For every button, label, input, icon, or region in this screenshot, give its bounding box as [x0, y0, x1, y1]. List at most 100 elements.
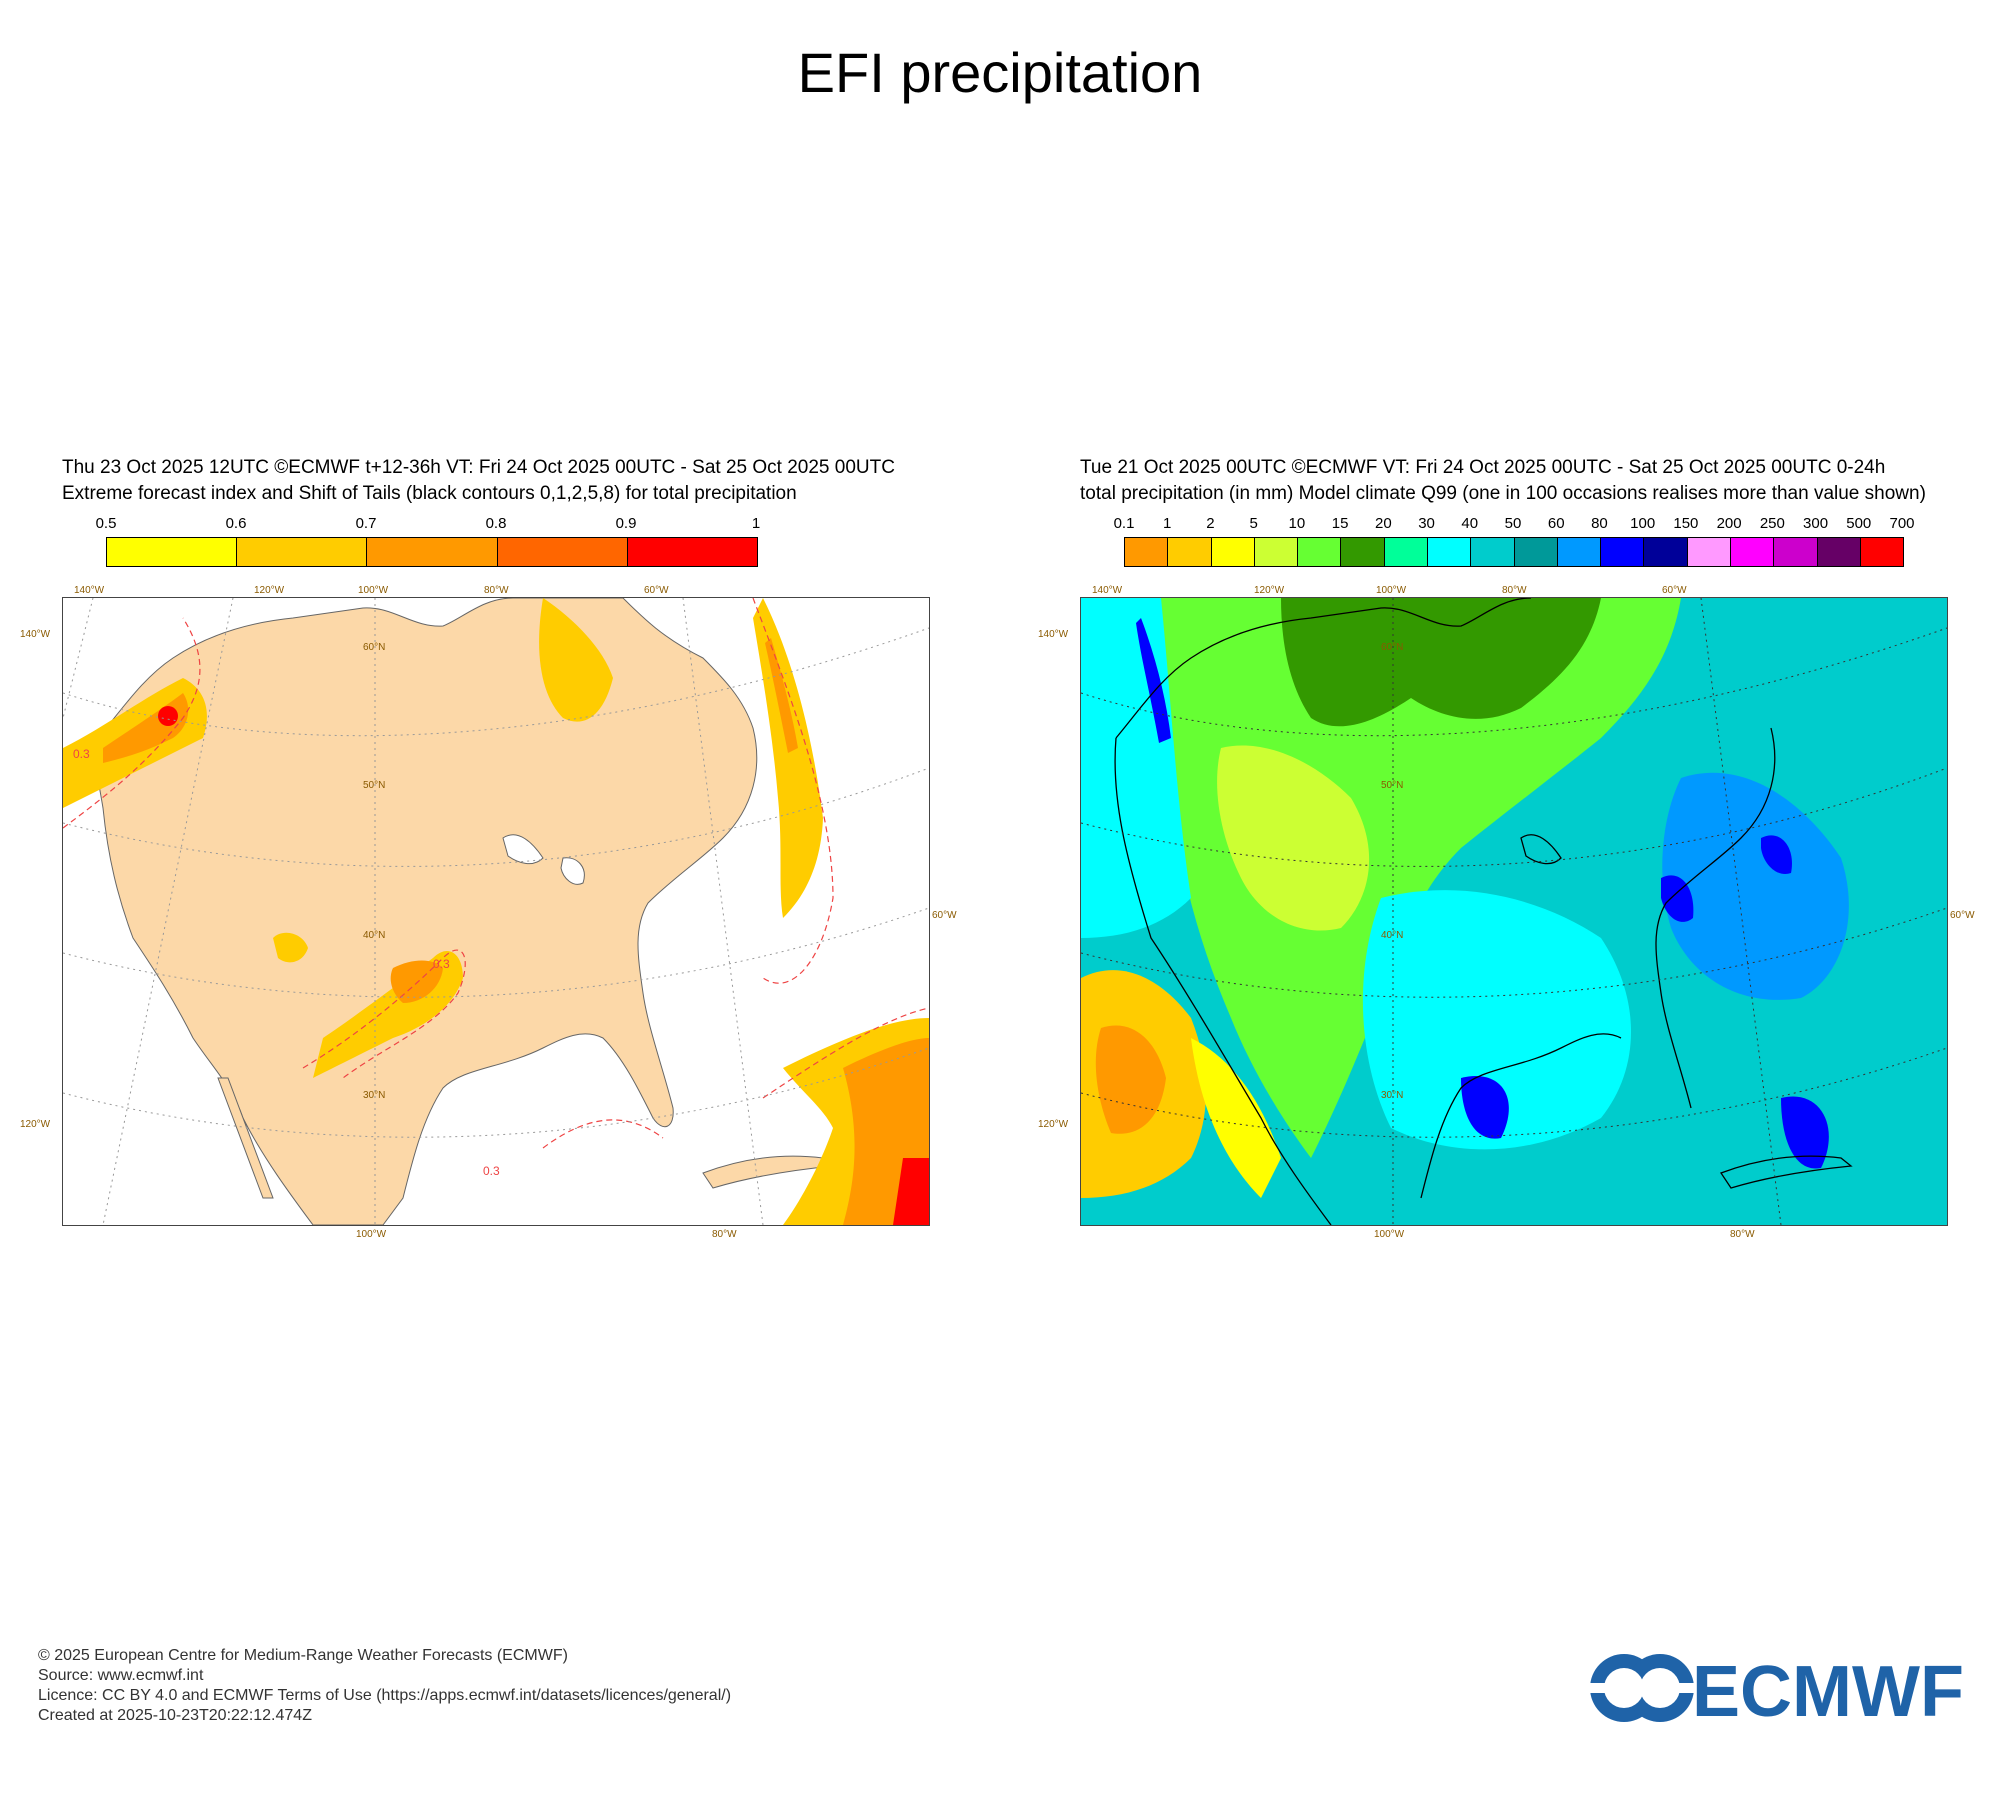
lat-label-50: 50°N — [363, 780, 385, 791]
colorbar-swatch — [1644, 538, 1688, 566]
axis-top-label: 60°W — [644, 585, 669, 596]
colorbar-swatch — [1471, 538, 1515, 566]
colorbar-tick-label: 15 — [1331, 515, 1349, 532]
axis-left-label: 140°W — [20, 629, 51, 640]
climate-green-interior — [1161, 598, 1681, 1158]
axis-top-label: 100°W — [358, 585, 389, 596]
graticule — [63, 598, 929, 1225]
colorbar-tick-label: 60 — [1547, 515, 1565, 532]
source-text: Source: www.ecmwf.int — [38, 1667, 204, 1684]
colorbar-swatch — [627, 538, 758, 566]
colorbar-tick-label: 80 — [1591, 515, 1608, 532]
colorbar-tick-label: 0.6 — [225, 515, 247, 532]
lat-label-50: 50°N — [1381, 780, 1403, 791]
colorbar-tick-label: 200 — [1716, 515, 1742, 532]
climate-dark-green — [1281, 598, 1601, 727]
colorbar-tick-label: 5 — [1249, 515, 1258, 532]
axis-left-label: 140°W — [1038, 629, 1069, 640]
lat-label-30: 30°N — [363, 1090, 385, 1101]
colorbar-tick-label: 30 — [1418, 515, 1435, 532]
climate-lime — [1217, 745, 1370, 931]
lat-label-40: 40°N — [363, 930, 385, 941]
axis-top-label: 140°W — [1092, 585, 1123, 596]
colorbar-tick-label: 100 — [1630, 515, 1656, 532]
colorbar-tick-label: 20 — [1374, 515, 1392, 532]
efi-plains-core — [390, 960, 443, 1003]
colorbar-swatch — [1514, 538, 1558, 566]
colorbar-tick-label: 2 — [1206, 515, 1215, 532]
colorbar-swatch — [1298, 538, 1342, 566]
colorbar-swatch — [497, 538, 628, 566]
colorbar-tick-label: 40 — [1461, 515, 1479, 532]
colorbar-tick-label: 700 — [1889, 515, 1915, 532]
climate-deep-blue-4 — [1781, 1096, 1829, 1169]
colorbar-swatch — [1817, 538, 1861, 566]
colorbar-swatch — [367, 538, 498, 566]
climate-colorbar: 0.1 1 2 5 10 15 20 30 40 50 60 80 100 150 200 250 300 500… — [1114, 515, 1915, 567]
contour-label: 0.3 — [433, 957, 450, 971]
climate-blue-pacific — [1136, 618, 1171, 743]
colorbar-swatch — [1168, 538, 1212, 566]
colorbar-swatch — [1730, 538, 1775, 566]
colorbar-swatch — [1254, 538, 1299, 566]
colorbar-swatch — [1125, 538, 1169, 566]
colorbar-tick-label: 150 — [1673, 515, 1699, 532]
colorbar-tick-label: 500 — [1846, 515, 1872, 532]
footer: © 2025 European Centre for Medium-Range … — [38, 1646, 731, 1726]
climate-subtitle-line2: total precipitation (in mm) Model climat… — [1080, 483, 1926, 504]
colorbar-tick-label: 10 — [1288, 515, 1306, 532]
contour-label: 0.3 — [483, 1164, 500, 1178]
axis-top-label: 80°W — [484, 585, 509, 596]
colorbar-swatch — [1384, 538, 1428, 566]
copyright-text: © 2025 European Centre for Medium-Range … — [38, 1647, 568, 1664]
efi-map-svg: 60°N 50°N 40°N 30°N 0.3 0.3 0.3 — [63, 598, 929, 1225]
efi-subtitle-line1: Thu 23 Oct 2025 12UTC ©ECMWF t+12-36h VT… — [62, 457, 895, 478]
axis-top-label: 140°W — [74, 585, 105, 596]
climate-map-svg: 60°N 50°N 40°N 30°N — [1081, 598, 1947, 1225]
lat-label-60: 60°N — [363, 642, 385, 653]
climate-subtitle-line1: Tue 21 Oct 2025 00UTC ©ECMWF VT: Fri 24 … — [1080, 457, 1886, 478]
colorbar-tick-label: 300 — [1803, 515, 1829, 532]
colorbar-tick-label: 1 — [751, 515, 761, 532]
colorbar-swatch — [237, 538, 368, 566]
lat-label-40: 40°N — [1381, 930, 1403, 941]
efi-panel: Thu 23 Oct 2025 12UTC ©ECMWF t+12-36h VT… — [20, 455, 962, 1255]
axis-top-label: 60°W — [1662, 585, 1687, 596]
colorbar-swatch — [1860, 538, 1904, 566]
efi-east-coast — [753, 598, 823, 918]
efi-hudson — [539, 598, 613, 722]
coastlines — [1114, 598, 1853, 1225]
axis-bottom-label: 80°W — [1730, 1229, 1755, 1240]
axis-bottom-label: 100°W — [356, 1229, 387, 1240]
colorbar-tick-label: 0.5 — [95, 515, 117, 532]
climate-yellow-mexico — [1191, 1038, 1281, 1198]
colorbar-swatch — [1557, 538, 1602, 566]
axis-left-label: 120°W — [20, 1119, 51, 1130]
efi-0.3-contours — [63, 598, 929, 1149]
colorbar-swatch — [1341, 538, 1385, 566]
axis-bottom-label: 100°W — [1374, 1229, 1405, 1240]
efi-east-core — [765, 638, 798, 753]
colorbar-tick-label: 250 — [1759, 515, 1785, 532]
climate-cyan-east — [1362, 890, 1631, 1150]
colorbar-tick-label: 50 — [1504, 515, 1522, 532]
great-lakes — [502, 834, 585, 885]
axis-bottom-label: 80°W — [712, 1229, 737, 1240]
colorbar-swatch — [1774, 538, 1818, 566]
logo-text: ECMWF — [1692, 1652, 1964, 1724]
climate-deep-blue-2 — [1761, 835, 1792, 874]
colorbar-tick-label: 1 — [1163, 515, 1172, 532]
efi-colorbar: 0.5 0.6 0.7 0.8 0.9 1 — [96, 515, 761, 567]
climate-teal-west — [1081, 598, 1191, 938]
north-america-land — [95, 598, 758, 1225]
climate-deep-blue-3 — [1461, 1076, 1509, 1139]
efi-subtitle-line2: Extreme forecast index and Shift of Tail… — [62, 483, 797, 504]
axis-right-label: 60°W — [932, 910, 957, 921]
colorbar-tick-label: 0.8 — [485, 515, 507, 532]
lat-label-30: 30°N — [1381, 1090, 1403, 1101]
created-text: Created at 2025-10-23T20:22:12.474Z — [38, 1707, 312, 1724]
colorbar-swatch — [1601, 538, 1645, 566]
axis-top-label: 120°W — [254, 585, 285, 596]
colorbar-swatch — [107, 538, 238, 566]
efi-caribbean-red — [893, 1158, 929, 1225]
